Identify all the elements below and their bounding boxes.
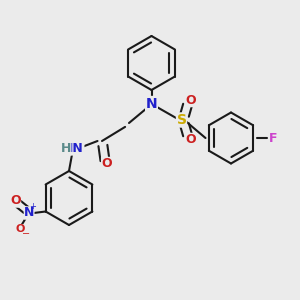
Text: +: + — [29, 202, 36, 211]
Text: O: O — [185, 133, 196, 146]
Text: O: O — [15, 224, 25, 235]
Text: O: O — [10, 194, 21, 208]
Text: O: O — [101, 157, 112, 170]
Text: F: F — [269, 131, 277, 145]
Text: O: O — [185, 94, 196, 107]
Text: S: S — [176, 113, 187, 127]
Text: HN: HN — [63, 142, 84, 155]
Text: −: − — [22, 229, 30, 239]
Text: N: N — [24, 206, 34, 220]
Text: N: N — [146, 97, 157, 110]
Text: H: H — [61, 142, 71, 155]
